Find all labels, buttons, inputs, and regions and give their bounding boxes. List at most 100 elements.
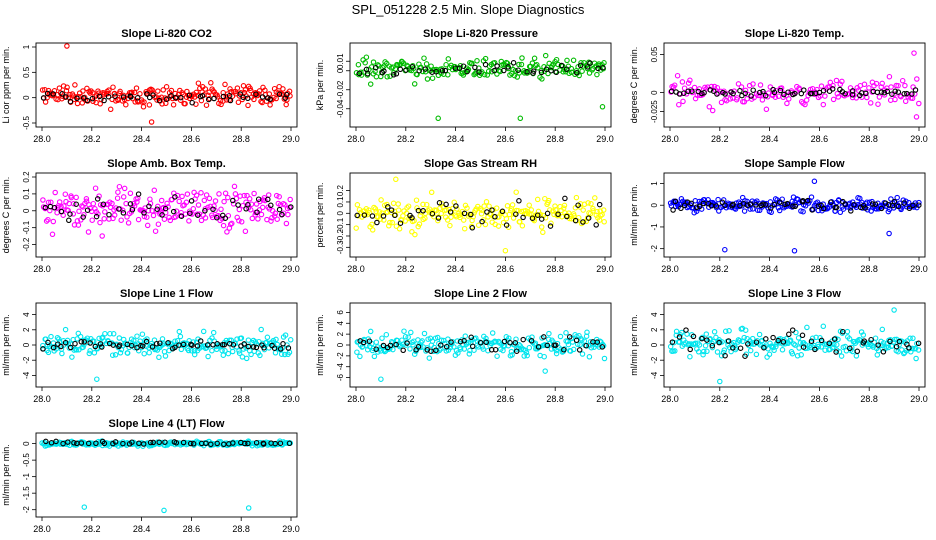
data-point-cloud	[110, 331, 117, 337]
data-point-overlay	[156, 439, 162, 446]
data-point-overlay	[748, 93, 754, 99]
y-axis-label: kPa per min.	[315, 60, 325, 111]
y-tick-label: -2	[650, 356, 659, 364]
data-point-overlay	[599, 344, 606, 350]
data-point-overlay	[277, 346, 284, 352]
y-tick-label: -0.025	[650, 100, 659, 123]
data-point-outlier	[811, 178, 818, 185]
chart-panel-4: Slope Amb. Box Temp. degrees C per min. -0…	[1, 158, 300, 274]
data-point-cloud	[378, 197, 384, 203]
x-tick-label: 29.0	[596, 264, 614, 274]
data-point-overlay	[862, 205, 868, 211]
data-point-overlay	[280, 341, 286, 347]
data-point-cloud	[454, 206, 460, 212]
data-point-overlay	[753, 202, 759, 208]
data-point-overlay	[512, 340, 519, 346]
data-point-overlay	[534, 212, 541, 218]
data-point-overlay	[538, 216, 545, 222]
data-point-cloud	[818, 83, 825, 89]
data-point-overlay	[812, 346, 818, 353]
data-points	[40, 183, 294, 239]
data-point-cloud	[867, 100, 874, 106]
data-point-overlay	[895, 203, 902, 210]
data-point-cloud	[444, 217, 451, 223]
data-point-cloud	[105, 90, 111, 97]
x-tick-label: 28.8	[232, 394, 250, 404]
y-tick-label: -0.02	[336, 80, 345, 99]
x-tick-label: 28.2	[397, 264, 415, 274]
data-point-overlay	[842, 201, 848, 207]
data-point-overlay	[808, 338, 815, 344]
data-point-overlay	[670, 207, 676, 213]
x-tick-label: 29.0	[910, 134, 928, 144]
data-point-cloud	[177, 97, 184, 103]
data-point-cloud	[92, 206, 98, 212]
data-point-overlay	[792, 203, 798, 210]
data-point-cloud	[423, 201, 430, 208]
data-point-cloud	[462, 333, 469, 339]
data-point-cloud	[121, 185, 128, 192]
data-point-cloud	[679, 79, 686, 85]
data-point-cloud	[97, 219, 103, 226]
data-point-cloud	[792, 342, 798, 348]
data-point-cloud	[671, 82, 678, 88]
data-point-cloud	[229, 220, 235, 227]
data-point-overlay	[849, 88, 856, 94]
data-point-cloud	[124, 214, 130, 220]
data-point-overlay	[585, 215, 592, 221]
data-point-cloud	[457, 62, 464, 69]
data-point-overlay	[672, 198, 679, 205]
data-point-overlay	[492, 346, 499, 353]
data-point-cloud	[493, 339, 499, 345]
data-point-overlay	[92, 343, 99, 350]
data-point-cloud	[141, 350, 147, 357]
data-point-cloud	[789, 350, 796, 357]
data-point-cloud	[514, 74, 521, 80]
y-tick-label: 0	[336, 342, 345, 347]
data-point-overlay	[815, 203, 822, 209]
data-point-cloud	[532, 340, 539, 346]
data-point-cloud	[173, 208, 180, 214]
data-point-cloud	[767, 84, 774, 90]
x-tick-label: 28.6	[497, 394, 515, 404]
data-point-cloud	[833, 77, 840, 84]
data-point-overlay	[789, 327, 796, 333]
data-point-cloud	[223, 93, 230, 100]
data-point-cloud	[696, 86, 703, 92]
data-point-cloud	[95, 211, 101, 217]
data-point-cloud	[98, 96, 104, 102]
data-point-cloud	[815, 343, 822, 350]
data-point-overlay	[842, 90, 848, 97]
data-point-cloud	[141, 213, 148, 220]
data-point-cloud	[794, 353, 801, 359]
data-point-overlay	[854, 348, 861, 355]
data-point-cloud	[393, 223, 400, 229]
data-point-cloud	[429, 75, 436, 81]
data-point-cloud	[50, 218, 57, 225]
data-point-overlay	[89, 95, 96, 102]
data-point-overlay	[515, 67, 521, 73]
data-point-overlay	[575, 202, 581, 208]
chart-title: Slope Line 2 Flow	[434, 288, 527, 300]
data-point-overlay	[84, 207, 91, 213]
data-point-cloud	[255, 216, 261, 222]
y-tick-label: -2	[22, 506, 31, 514]
data-point-cloud	[667, 343, 674, 350]
data-point-overlay	[245, 343, 252, 350]
data-point-cloud	[135, 216, 142, 223]
data-point-cloud	[791, 341, 797, 347]
data-point-cloud	[205, 353, 211, 360]
data-point-cloud	[482, 221, 489, 228]
data-point-cloud	[218, 206, 224, 213]
data-point-cloud	[160, 87, 166, 93]
data-point-cloud	[860, 332, 867, 338]
y-tick-label: -0.04	[336, 99, 345, 118]
data-point-cloud	[747, 347, 754, 354]
y-axis-label: degrees C per min.	[1, 177, 11, 254]
data-point-overlay	[253, 439, 260, 446]
data-point-overlay	[189, 99, 195, 106]
data-point-cloud	[703, 331, 710, 337]
data-point-cloud	[700, 351, 706, 358]
data-point-cloud	[680, 98, 686, 105]
